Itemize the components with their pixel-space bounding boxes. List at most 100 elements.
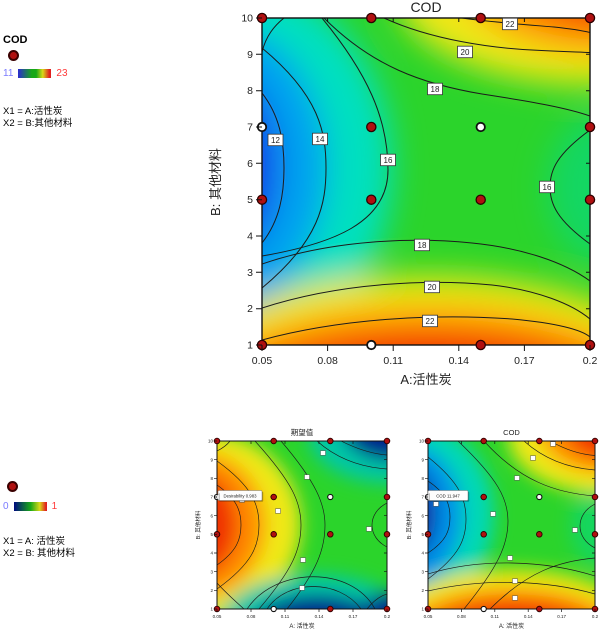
scale-min-label: 0 <box>3 501 9 512</box>
y-tick: 4 <box>247 231 253 243</box>
scale-max-label: 1 <box>51 501 58 512</box>
axis-tick-marks <box>256 17 591 351</box>
x-tick: 0.05 <box>252 355 273 367</box>
design-point <box>475 12 486 24</box>
design-point <box>584 194 596 205</box>
prediction-flag[interactable]: Desirability 0.983 <box>215 490 264 502</box>
y-tick: 5 <box>210 532 213 537</box>
design-point-legend-icon <box>8 50 19 61</box>
design-point <box>475 339 486 351</box>
y-tick: 6 <box>421 513 424 518</box>
plot-border <box>427 440 596 610</box>
flag-text: COD 11.947 <box>436 494 460 499</box>
plot-border <box>216 440 388 610</box>
contour-fill <box>428 441 595 609</box>
design-point <box>366 194 377 205</box>
y-tick: 1 <box>421 607 424 612</box>
design-point-white <box>366 339 377 351</box>
color-gradient-bar <box>13 502 47 511</box>
axis-tick-marks <box>425 440 596 612</box>
cod-legend: COD 11 23 X1 = A:活性炭 X2 = B:其他材料 <box>3 34 72 130</box>
y-tick: 8 <box>247 85 253 97</box>
design-point <box>584 12 596 24</box>
x-tick: 0.17 <box>557 614 566 619</box>
x-tick: 0.2 <box>583 355 598 367</box>
contour-value-labels: 12 14 16 16 18 20 22 18 20 22 <box>267 17 555 328</box>
y-tick: 9 <box>247 49 253 61</box>
factor-x1-label: X1 = A:活性炭 <box>3 106 63 117</box>
plot-title: COD <box>503 428 520 437</box>
cod-color-scale: 11 23 <box>3 68 72 79</box>
contour-label: 12 <box>271 136 280 145</box>
cod-contour-plot: COD <box>208 0 598 387</box>
y-tick: 8 <box>421 476 424 481</box>
desirability-contour-plot: 期望值 <box>194 427 391 630</box>
x-tick: 0.05 <box>213 614 222 619</box>
contour-label: 18 <box>418 241 427 250</box>
y-tick: 9 <box>421 457 424 462</box>
flag-text: Desirability 0.983 <box>224 494 258 499</box>
y-tick: 3 <box>247 267 253 279</box>
y-axis-ticks: 10 9 8 7 6 5 4 3 2 1 <box>419 439 425 612</box>
y-tick: 1 <box>247 340 253 352</box>
y-tick: 4 <box>210 551 213 556</box>
contour-value-boxes <box>433 441 578 601</box>
contour-label: 14 <box>316 135 325 144</box>
design-point <box>475 194 486 205</box>
x-axis-ticks: 0.05 0.08 0.11 0.14 0.17 0.2 <box>213 614 391 619</box>
y-tick: 3 <box>210 569 213 574</box>
contour-label: 16 <box>384 156 393 165</box>
y-tick: 8 <box>210 476 213 481</box>
x-tick: 0.11 <box>383 355 403 367</box>
contour-label: 18 <box>431 85 440 94</box>
optimization-legend: 0 1 X1 = A: 活性炭 X2 = B: 其他材料 <box>3 481 75 560</box>
y-tick: 10 <box>241 13 253 25</box>
flag-pointer <box>215 493 220 501</box>
prediction-flag[interactable]: COD 11.947 <box>425 490 470 502</box>
factor-x2-label: X2 = B: 其他材料 <box>3 548 76 559</box>
x-tick: 0.2 <box>592 614 599 619</box>
y-tick: 7 <box>247 122 253 134</box>
contour-fill <box>262 18 590 345</box>
color-gradient-bar <box>18 69 52 78</box>
design-point-legend-icon <box>7 481 18 492</box>
contour-lines <box>217 441 387 609</box>
design-points <box>256 12 596 351</box>
x-tick: 0.2 <box>384 614 391 619</box>
x-tick: 0.08 <box>457 614 466 619</box>
y-tick: 6 <box>247 158 253 170</box>
factor-x1-label: X1 = A: 活性炭 <box>3 536 66 547</box>
x-tick: 0.11 <box>491 614 500 619</box>
y-tick: 5 <box>247 194 253 206</box>
cod-mini-contour-plot: COD <box>405 428 599 630</box>
x-axis-ticks: 0.05 0.08 0.11 0.14 0.17 0.2 <box>424 614 599 619</box>
x-axis-label: A: 活性炭 <box>289 622 314 630</box>
y-tick: 9 <box>210 457 213 462</box>
x-tick: 0.08 <box>317 355 338 367</box>
design-points <box>424 437 599 613</box>
design-point <box>366 12 377 24</box>
x-tick: 0.08 <box>247 614 256 619</box>
x-tick: 0.17 <box>349 614 358 619</box>
y-axis-ticks: 10 9 8 7 6 5 4 3 2 1 <box>208 439 214 612</box>
scale-min-label: 11 <box>3 68 14 79</box>
design-point <box>584 121 596 133</box>
x-axis-label: A: 活性炭 <box>499 622 524 630</box>
x-axis-ticks: 0.05 0.08 0.11 0.14 0.17 0.2 <box>252 355 598 367</box>
y-tick: 5 <box>421 532 424 537</box>
y-tick: 7 <box>421 495 424 500</box>
y-tick: 7 <box>210 495 213 500</box>
x-axis-label: A:活性炭 <box>400 372 451 387</box>
y-tick: 10 <box>419 439 425 444</box>
y-tick: 2 <box>247 303 253 315</box>
y-tick: 2 <box>210 588 213 593</box>
opt-color-scale: 0 1 <box>3 501 75 512</box>
design-point <box>366 121 377 133</box>
contour-label: 20 <box>428 283 437 292</box>
y-axis-label: B: 其他材料 <box>194 510 202 539</box>
plot-title: 期望值 <box>291 427 314 437</box>
axis-tick-marks <box>214 440 388 612</box>
contour-lines <box>262 18 590 341</box>
y-tick: 1 <box>210 607 213 612</box>
